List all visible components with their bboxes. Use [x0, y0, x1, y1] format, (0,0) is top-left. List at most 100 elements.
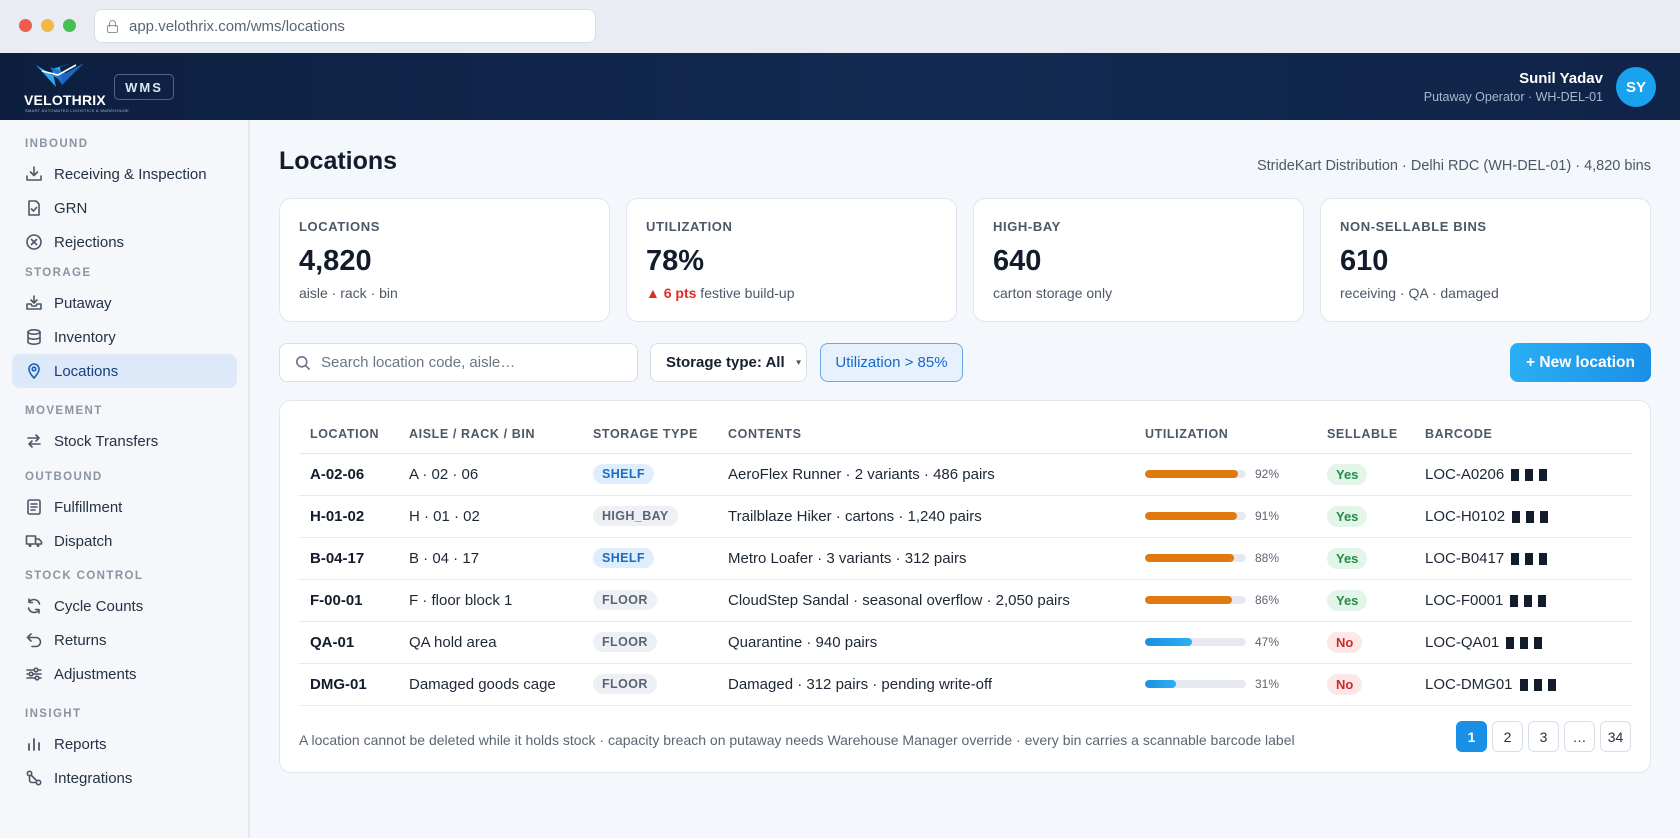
inbox-download-icon — [26, 166, 42, 181]
table-footnote: A location cannot be deleted while it ho… — [299, 732, 1295, 748]
main-content: Locations StrideKart Distribution · Delh… — [250, 120, 1680, 838]
column-header-storage-type[interactable]: STORAGE TYPE — [582, 416, 717, 454]
avatar[interactable]: SY — [1616, 67, 1656, 107]
column-header-utilization[interactable]: UTILIZATION — [1134, 416, 1316, 454]
kpi-sub: ▲ 6 pts festive build-up — [646, 285, 794, 301]
barcode-text: LOC-B0417 — [1425, 549, 1505, 567]
page-button[interactable]: 3 — [1528, 721, 1559, 752]
column-header-sellable[interactable]: SELLABLE — [1316, 416, 1414, 454]
address-bar[interactable]: app.velothrix.com/wms/locations — [94, 9, 596, 43]
table-row[interactable]: B-04-17 B · 04 · 17 SHELF Metro Loafer · 3 … — [299, 537, 1632, 580]
sidebar-item-integrations[interactable]: Integrations — [12, 761, 237, 795]
lock-icon — [107, 20, 118, 33]
module-badge: WMS — [114, 74, 174, 100]
cell-barcode: LOC-DMG01 — [1414, 663, 1632, 706]
cell-location[interactable]: F-00-01 — [299, 579, 398, 622]
velothrix-logo[interactable]: VELOTHRIX SMART AUTOMATED LOGISTICS & WA… — [22, 61, 129, 113]
window-close-button[interactable] — [19, 19, 32, 32]
sidebar-item-returns[interactable]: Returns — [12, 623, 237, 657]
barcode-text: LOC-DMG01 — [1425, 675, 1513, 693]
kpi-sub: receiving · QA · damaged — [1340, 285, 1499, 301]
sidebar-item-receiving[interactable]: Receiving & Inspection — [12, 157, 237, 191]
sidebar-item-stock-transfers[interactable]: Stock Transfers — [12, 424, 237, 458]
page-button[interactable]: 1 — [1456, 721, 1487, 752]
cell-location[interactable]: H-01-02 — [299, 495, 398, 538]
barcode-text: LOC-QA01 — [1425, 633, 1500, 651]
column-header-barcode[interactable]: BARCODE — [1414, 416, 1632, 454]
sidebar-section-stock-control: STOCK CONTROL — [25, 570, 144, 582]
logo-mark-icon — [36, 63, 84, 87]
cell-utilization: 31% — [1134, 663, 1316, 706]
utilization-bar-fill — [1145, 596, 1232, 604]
cell-contents: Metro Loafer · 3 variants · 312 pairs — [717, 537, 1134, 580]
locations-table: LOCATION AISLE / RACK / BIN STORAGE TYPE… — [299, 416, 1632, 706]
sidebar-item-label: Returns — [54, 631, 107, 649]
barcode-text: LOC-H0102 — [1425, 507, 1506, 525]
sidebar-item-inventory[interactable]: Inventory — [12, 320, 237, 354]
cell-barcode: LOC-B0417 — [1414, 537, 1632, 580]
user-role: Putaway Operator · WH-DEL-01 — [1423, 90, 1603, 104]
table-row[interactable]: F-00-01 F · floor block 1 FLOOR CloudStep S… — [299, 579, 1632, 622]
column-header-location[interactable]: LOCATION — [299, 416, 398, 454]
cell-sellable: Yes — [1316, 495, 1414, 538]
table-row[interactable]: QA-01 QA hold area FLOOR Quarantine · 940 p… — [299, 621, 1632, 664]
storage-type-tag: SHELF — [593, 464, 654, 484]
sidebar-item-putaway[interactable]: Putaway — [12, 286, 237, 320]
sidebar-section-inbound: INBOUND — [25, 138, 89, 150]
page-button[interactable]: 2 — [1492, 721, 1523, 752]
sidebar-item-reports[interactable]: Reports — [12, 727, 237, 761]
utilization-filter-chip[interactable]: Utilization > 85% — [820, 343, 963, 382]
kpi-value: 4,820 — [299, 245, 372, 277]
sidebar-item-label: Receiving & Inspection — [54, 165, 207, 183]
column-header-contents[interactable]: CONTENTS — [717, 416, 1134, 454]
storage-type-filter[interactable]: Storage type: All ▼ — [650, 343, 807, 382]
table-row[interactable]: DMG-01 Damaged goods cage FLOOR Damaged · 3… — [299, 663, 1632, 706]
window-maximize-button[interactable] — [63, 19, 76, 32]
barcode-icon — [1506, 636, 1548, 649]
sidebar-item-locations[interactable]: Locations — [12, 354, 237, 388]
new-location-button[interactable]: + New location — [1510, 343, 1651, 382]
kpi-card-high-bay: HIGH-BAY 640 carton storage only — [973, 198, 1304, 322]
cell-location[interactable]: B-04-17 — [299, 537, 398, 580]
page-meta: StrideKart Distribution · Delhi RDC (WH-… — [1256, 158, 1651, 174]
utilization-bar — [1145, 470, 1246, 478]
bar-chart-icon — [28, 738, 40, 751]
kpi-value: 610 — [1340, 245, 1389, 277]
table-row[interactable]: A-02-06 A · 02 · 06 SHELF AeroFlex Runner ·… — [299, 453, 1632, 496]
sidebar-item-dispatch[interactable]: Dispatch — [12, 524, 237, 558]
table-row[interactable]: H-01-02 H · 01 · 02 HIGH_BAY Trailblaze Hik… — [299, 495, 1632, 538]
cell-aisle-rack-bin: H · 01 · 02 — [398, 495, 582, 538]
sidebar-item-grn[interactable]: GRN — [12, 191, 237, 225]
cell-contents: CloudStep Sandal · seasonal overflow · 2… — [717, 579, 1134, 622]
cell-location[interactable]: QA-01 — [299, 621, 398, 664]
window-minimize-button[interactable] — [41, 19, 54, 32]
page-button[interactable]: 34 — [1600, 721, 1631, 752]
storage-type-tag: SHELF — [593, 548, 654, 568]
barcode-icon — [1511, 468, 1553, 481]
page-button[interactable]: … — [1564, 721, 1595, 752]
cell-location[interactable]: DMG-01 — [299, 663, 398, 706]
utilization-bar-fill — [1145, 554, 1234, 562]
sidebar-item-cycle-counts[interactable]: Cycle Counts — [12, 589, 237, 623]
search-input[interactable]: Search location code, aisle… — [279, 343, 638, 382]
sidebar-item-label: GRN — [54, 199, 88, 217]
sidebar-item-rejections[interactable]: Rejections — [12, 225, 237, 259]
kpi-delta: ▲ 6 pts — [646, 285, 697, 301]
cell-barcode: LOC-A0206 — [1414, 453, 1632, 496]
user-info[interactable]: Sunil Yadav Putaway Operator · WH-DEL-01 — [1424, 70, 1603, 104]
utilization-bar-fill — [1145, 470, 1238, 478]
logo-tagline: SMART AUTOMATED LOGISTICS & WAREHOUSE — [25, 108, 130, 113]
sidebar-item-adjustments[interactable]: Adjustments — [12, 657, 237, 691]
sidebar-item-label: Putaway — [54, 294, 112, 312]
cell-location[interactable]: A-02-06 — [299, 453, 398, 496]
cell-utilization: 92% — [1134, 453, 1316, 496]
barcode-icon — [1519, 678, 1562, 691]
column-header-aisle-rack-bin[interactable]: AISLE / RACK / BIN — [398, 416, 582, 454]
utilization-bar — [1145, 596, 1246, 604]
sidebar-item-fulfillment[interactable]: Fulfillment — [12, 490, 237, 524]
logo-text: VELOTHRIX — [24, 92, 106, 108]
utilization-percent: 92% — [1255, 467, 1280, 481]
sellable-badge: Yes — [1327, 463, 1368, 485]
utilization-percent: 91% — [1255, 509, 1280, 523]
cell-storage-type: FLOOR — [582, 579, 717, 622]
